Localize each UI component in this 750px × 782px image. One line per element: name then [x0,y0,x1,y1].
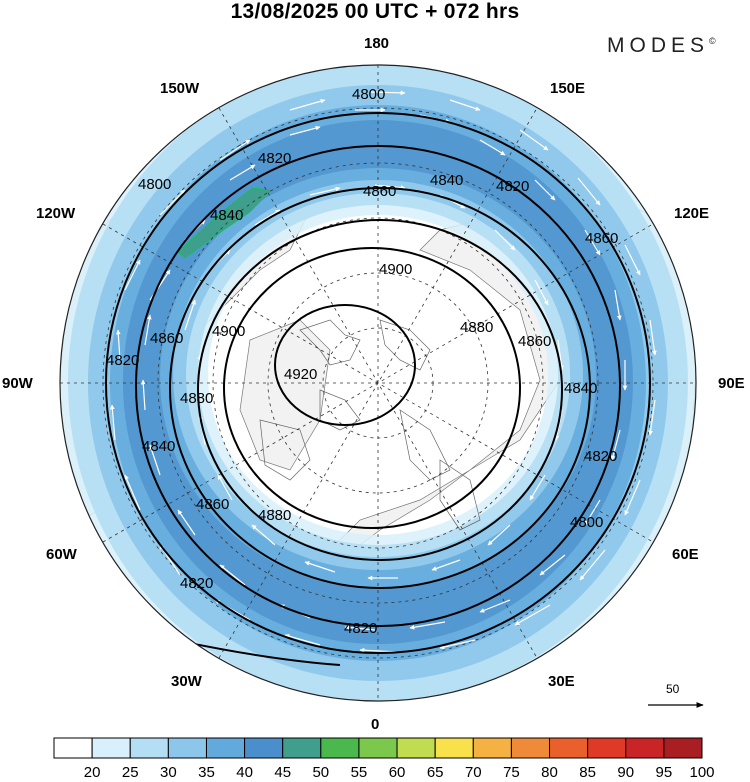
contour-label: 4860 [363,183,397,200]
colorbar-tick-label: 25 [121,764,139,781]
colorbar-tick-label: 65 [426,764,444,781]
chart-title: 13/08/2025 00 UTC + 072 hrs [230,0,520,23]
colorbar-cell [167,737,207,759]
contour-label: 4820 [106,352,140,369]
lon-label-120w: 120W [36,205,76,222]
contour-label: 4860 [150,330,184,347]
contour-label: 4880 [460,319,494,336]
lon-label-150w: 150W [160,80,200,97]
contour-label: 4900 [212,323,246,340]
contour-label: 4820 [258,150,292,167]
contour-label: 4820 [496,178,530,195]
colorbar-tick-label: 40 [236,764,253,781]
colorbar-tick-label: 50 [312,764,330,781]
lon-label-0: 0 [371,716,380,733]
brand-logo: MODES© [607,34,716,57]
lon-label-90w: 90W [2,375,33,392]
colorbar-cell [510,737,551,759]
contour-label: 4880 [258,507,292,524]
colorbar-tick-label: 100 [689,764,715,781]
colorbar-tick-label: 35 [198,764,215,781]
contour-label: 4860 [585,230,619,247]
colorbar-cell [91,737,131,759]
contour-label: 4860 [196,496,230,513]
lon-label-30e: 30E [548,673,575,690]
contour-label: 4880 [180,390,214,407]
colorbar-cell [472,737,512,759]
colorbar-tick-label: 80 [541,764,558,781]
contour-label: 4920 [284,366,318,383]
colorbar-tick-label: 85 [579,764,596,781]
colorbar-tick-label: 55 [350,764,368,781]
lon-label-30w: 30W [171,673,202,690]
colorbar-cell [129,737,169,759]
colorbar-cell [320,737,360,759]
contour-label: 4820 [180,575,214,592]
contour-label: 4840 [210,207,244,224]
colorbar-cell [396,737,436,759]
colorbar-tick-label: 60 [388,764,406,781]
contour-label: 4820 [584,448,618,465]
contour-label: 4840 [142,438,176,455]
graticule [60,65,696,701]
colorbar-cell [625,737,665,759]
lon-label-60w: 60W [46,546,77,563]
colorbar-cell [434,737,474,759]
colorbar-tick-label: 90 [617,764,635,781]
colorbar-cell [244,737,284,759]
colorbar-cell [663,737,703,759]
colorbar-cell [587,737,627,759]
contours [105,112,651,654]
colorbar-tick-label: 95 [655,764,673,781]
colorbar-cell [358,737,398,759]
colorbar-tick-label: 30 [160,764,177,781]
contour-label: 4840 [564,380,598,397]
reference-vector-label: 50 [666,682,680,696]
lon-label-120e: 120E [674,205,710,222]
lon-label-180: 180 [364,35,390,52]
lon-label-90e: 90E [718,375,745,392]
lon-label-150e: 150E [550,80,586,97]
contour-label: 4860 [518,333,552,350]
contour-label: 4800 [570,514,604,531]
colorbar-tick-label: 75 [503,764,520,781]
contour-label: 4800 [138,176,172,193]
colorbar-tick-label: 70 [464,764,482,781]
contour-label: 4900 [379,261,413,278]
colorbar-tick-label: 45 [274,764,292,781]
contour-label: 4820 [344,620,378,637]
colorbar-cell [53,737,93,759]
colorbar-cell [205,737,246,759]
contour-label: 4800 [352,86,386,103]
contour-label: 4840 [430,172,464,189]
colorbar-tick-label: 20 [83,764,101,781]
lon-label-60e: 60E [672,546,699,563]
colorbar-cell [549,737,589,759]
colorbar-cell [282,737,322,759]
